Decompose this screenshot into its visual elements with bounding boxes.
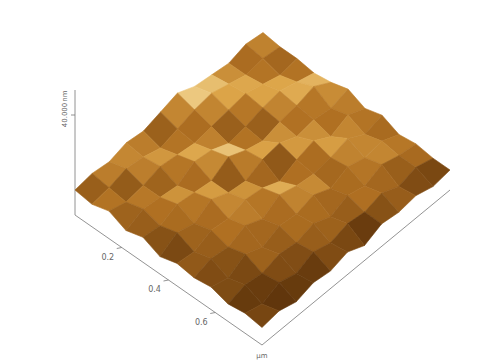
z-axis-label: nm bbox=[61, 90, 69, 101]
z-tick-label: 40.000 bbox=[61, 103, 69, 128]
x-tick bbox=[117, 248, 122, 249]
y-axis-line bbox=[262, 190, 450, 345]
surface-cell bbox=[245, 304, 279, 327]
chart: 0.2 0.4 0.6 µm 40.000 nm bbox=[0, 0, 481, 364]
chart-root: 0.2 0.4 0.6 µm 40.000 nm bbox=[0, 0, 481, 364]
surface-cell bbox=[331, 115, 365, 138]
surface bbox=[75, 33, 450, 328]
x-tick-label: 0.2 bbox=[101, 253, 114, 262]
x-axis-line bbox=[75, 215, 262, 345]
x-tick-label: 0.4 bbox=[148, 285, 161, 294]
axes: 0.2 0.4 0.6 µm 40.000 nm bbox=[61, 90, 450, 360]
z-axis-line bbox=[75, 90, 76, 215]
x-tick-label: 0.6 bbox=[195, 318, 208, 327]
x-tick bbox=[210, 313, 215, 314]
x-tick bbox=[164, 280, 169, 281]
x-axis-label: µm bbox=[256, 352, 267, 360]
z-tick bbox=[71, 115, 75, 116]
